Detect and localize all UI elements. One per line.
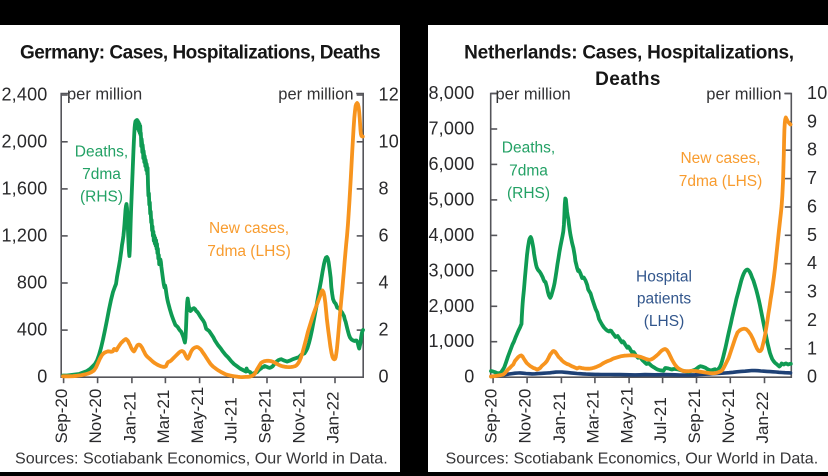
svg-text:6: 6	[807, 197, 817, 217]
svg-text:Mar-21: Mar-21	[583, 390, 602, 444]
svg-text:0: 0	[464, 367, 474, 387]
svg-text:7: 7	[807, 168, 817, 188]
svg-text:5,000: 5,000	[428, 189, 474, 209]
svg-text:New cases,: New cases,	[209, 220, 289, 237]
svg-text:Jan-22: Jan-22	[753, 392, 772, 444]
svg-text:2,400: 2,400	[1, 85, 47, 105]
svg-text:Nov-20: Nov-20	[86, 389, 105, 444]
svg-text:May-21: May-21	[618, 387, 637, 444]
svg-text:400: 400	[17, 320, 48, 340]
svg-text:New cases,: New cases,	[680, 150, 760, 167]
svg-text:Germany: Cases, Hospitalizatio: Germany: Cases, Hospitalizations, Deaths	[20, 43, 380, 64]
svg-text:May-21: May-21	[188, 387, 207, 444]
svg-text:Sources: Scotiabank Economics,: Sources: Scotiabank Economics, Our World…	[446, 450, 819, 468]
svg-text:6,000: 6,000	[428, 154, 474, 174]
svg-text:4,000: 4,000	[428, 225, 474, 245]
svg-text:Sep-20: Sep-20	[482, 389, 501, 444]
svg-text:7dma: 7dma	[509, 163, 548, 180]
svg-text:per million: per million	[706, 85, 781, 103]
svg-text:1: 1	[807, 338, 817, 358]
svg-text:0: 0	[379, 367, 389, 387]
svg-text:7,000: 7,000	[428, 119, 474, 139]
svg-text:Jan-21: Jan-21	[550, 392, 569, 444]
svg-text:9: 9	[807, 111, 817, 131]
svg-text:Sep-21: Sep-21	[256, 389, 275, 444]
svg-text:(RHS): (RHS)	[80, 189, 123, 206]
svg-text:Nov-21: Nov-21	[289, 389, 308, 444]
svg-text:2: 2	[807, 310, 817, 330]
svg-text:3: 3	[807, 282, 817, 302]
svg-text:(LHS): (LHS)	[644, 313, 684, 330]
svg-text:10: 10	[379, 131, 399, 151]
svg-text:8: 8	[379, 178, 389, 198]
svg-text:12: 12	[379, 85, 399, 105]
svg-text:(RHS): (RHS)	[507, 185, 550, 202]
svg-text:per million: per million	[278, 85, 353, 103]
svg-text:Hospital: Hospital	[636, 269, 692, 286]
svg-text:Nov-20: Nov-20	[516, 389, 535, 444]
svg-text:2,000: 2,000	[428, 296, 474, 316]
svg-text:0: 0	[37, 367, 47, 387]
svg-text:800: 800	[17, 273, 48, 293]
svg-text:4: 4	[379, 273, 389, 293]
svg-text:10: 10	[807, 83, 827, 103]
svg-text:4: 4	[807, 253, 817, 273]
svg-text:8,000: 8,000	[428, 83, 474, 103]
svg-text:7dma: 7dma	[82, 166, 121, 183]
svg-text:Sep-20: Sep-20	[52, 389, 71, 444]
svg-text:0: 0	[807, 367, 817, 387]
svg-text:1,000: 1,000	[428, 331, 474, 351]
svg-text:Jan-21: Jan-21	[120, 392, 139, 444]
svg-text:3,000: 3,000	[428, 260, 474, 280]
svg-text:patients: patients	[637, 291, 692, 308]
svg-text:Deaths: Deaths	[595, 69, 661, 90]
svg-text:Deaths,: Deaths,	[75, 144, 128, 161]
svg-text:5: 5	[807, 225, 817, 245]
svg-text:Jul-21: Jul-21	[222, 397, 241, 443]
svg-text:6: 6	[379, 225, 389, 245]
svg-text:Sources: Scotiabank Economics,: Sources: Scotiabank Economics, Our World…	[15, 450, 388, 468]
svg-text:Sep-21: Sep-21	[685, 389, 704, 444]
svg-text:Nov-21: Nov-21	[719, 389, 738, 444]
svg-text:Jan-22: Jan-22	[324, 392, 343, 444]
svg-text:per million: per million	[496, 85, 571, 103]
svg-text:8: 8	[807, 140, 817, 160]
svg-text:1,600: 1,600	[1, 178, 47, 198]
svg-text:Netherlands: Cases, Hospitaliz: Netherlands: Cases, Hospitalizations,	[464, 43, 794, 64]
svg-text:Jul-21: Jul-21	[651, 397, 670, 443]
svg-text:2: 2	[379, 320, 389, 340]
svg-text:1,200: 1,200	[1, 225, 47, 245]
svg-text:Mar-21: Mar-21	[154, 390, 173, 444]
svg-text:7dma (LHS): 7dma (LHS)	[207, 243, 291, 260]
svg-text:Deaths,: Deaths,	[502, 140, 555, 157]
svg-text:2,000: 2,000	[1, 131, 47, 151]
svg-text:7dma (LHS): 7dma (LHS)	[679, 173, 763, 190]
svg-text:per million: per million	[67, 85, 142, 103]
